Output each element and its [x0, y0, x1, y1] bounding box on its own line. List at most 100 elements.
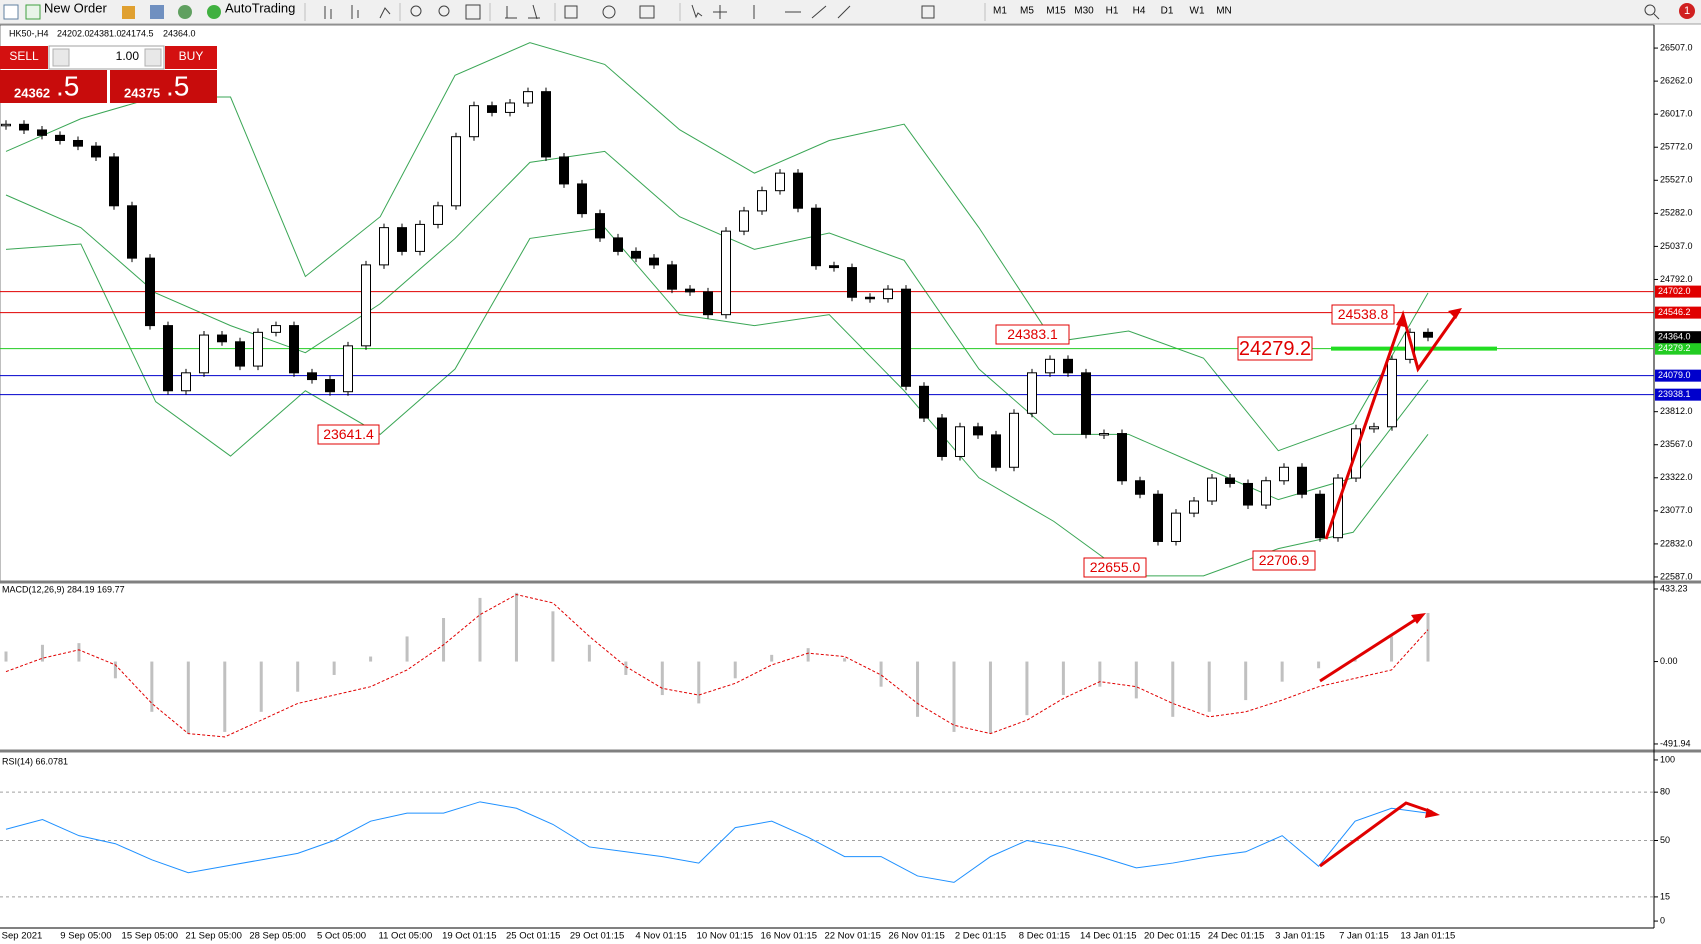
level-price-box [1655, 342, 1701, 355]
macd-bar [514, 592, 518, 662]
annotation-box [1331, 304, 1395, 325]
x-tick-label: Sep 2021 [2, 931, 43, 942]
bid-frac: .5 [56, 70, 79, 101]
macd-bar [1207, 661, 1211, 712]
macd-bar [879, 661, 883, 687]
timeframe-button[interactable]: M30 [1074, 6, 1094, 17]
timeframe-button[interactable]: M1 [993, 6, 1007, 17]
timeframe-button[interactable]: H4 [1133, 6, 1146, 17]
macd-bar [1426, 612, 1430, 662]
level-price-box [1655, 369, 1701, 382]
y-tick-label: 25772.0 [1660, 142, 1693, 152]
autotrading-button[interactable]: AutoTrading [225, 0, 295, 15]
buy-button[interactable] [165, 46, 217, 69]
candle [721, 230, 731, 316]
candle [73, 139, 83, 147]
y-tick-label: 50 [1660, 835, 1670, 845]
candle [613, 237, 623, 252]
x-tick-label: 29 Oct 01:15 [570, 931, 624, 942]
buy-price-box[interactable] [110, 70, 217, 103]
level-price-label: 23938.1 [1658, 389, 1691, 399]
notification-badge[interactable] [1679, 3, 1695, 19]
macd-bar [1317, 661, 1321, 669]
candle [1405, 331, 1415, 360]
candle [1297, 466, 1307, 495]
annotation-box [1237, 336, 1313, 361]
timeframe-button[interactable]: MN [1216, 6, 1232, 17]
macd-bar [369, 656, 373, 662]
annotation-label: 24279.2 [1239, 338, 1311, 360]
macd-bar [1171, 661, 1175, 717]
arrow-head [1448, 308, 1462, 319]
chart-symbol: HK50-,H4 [9, 28, 49, 38]
current-price-box [1655, 331, 1701, 344]
timeframe-button[interactable]: H1 [1106, 6, 1119, 17]
new-order-button[interactable]: New Order [44, 0, 108, 15]
candle [235, 341, 245, 367]
candle [1117, 433, 1127, 482]
candle [649, 257, 659, 266]
candle [397, 227, 407, 252]
icon-new-order [25, 4, 41, 20]
candle [559, 156, 569, 185]
macd-bar [587, 644, 591, 662]
x-tick-label: 13 Jan 01:15 [1400, 931, 1455, 942]
macd-bar [186, 661, 190, 734]
timeframe-button[interactable]: D1 [1161, 6, 1174, 17]
macd-bar [733, 661, 737, 679]
candle [739, 210, 749, 232]
icon [150, 5, 164, 19]
candle [181, 372, 191, 392]
candle [1387, 358, 1397, 428]
candle [1081, 372, 1091, 435]
macd-bar [332, 661, 336, 675]
x-tick-label: 15 Sep 05:00 [122, 931, 179, 942]
x-tick-label: 4 Nov 01:15 [635, 931, 686, 942]
icon [178, 5, 192, 19]
timeframe-button[interactable]: M5 [1020, 6, 1034, 17]
annotation-label: 24383.1 [1007, 326, 1058, 342]
level-price-label: 24702.0 [1658, 286, 1691, 296]
candle [469, 105, 479, 138]
macd-bar [1244, 661, 1248, 701]
candle [1243, 482, 1253, 506]
candle [757, 190, 767, 212]
macd-bar [405, 636, 409, 662]
icon [3, 4, 19, 20]
ohlc-close: 24364.0 [163, 28, 196, 38]
x-tick-label: 14 Dec 01:15 [1080, 931, 1137, 942]
candle [289, 325, 299, 374]
annotation-box [1252, 550, 1316, 571]
y-tick-label: 23567.0 [1660, 439, 1693, 449]
lot-field[interactable] [48, 45, 165, 70]
candle [1315, 493, 1325, 539]
macd-bar [551, 611, 555, 662]
candle [343, 345, 353, 393]
candle [1, 123, 11, 127]
macd-bar [1134, 661, 1138, 699]
y-tick-label: 23322.0 [1660, 472, 1693, 482]
bollinger-lower [5, 227, 1429, 577]
candle [541, 91, 551, 158]
sell-price-box[interactable] [0, 70, 107, 103]
candle [199, 334, 209, 374]
annotation-box [317, 424, 380, 445]
macd-bar [77, 643, 81, 662]
x-tick-label: 25 Oct 01:15 [506, 931, 560, 942]
sell-button[interactable] [0, 46, 48, 69]
timeframe-button[interactable]: M15 [1046, 6, 1066, 17]
arrow-head [1425, 808, 1440, 818]
notification-count: 1 [1684, 5, 1690, 17]
candle [595, 213, 605, 239]
lot-value: 1.00 [116, 49, 140, 63]
level-price-box [1655, 306, 1701, 319]
candle [271, 325, 281, 333]
candle [127, 205, 137, 259]
timeframe-button[interactable]: W1 [1190, 6, 1205, 17]
annotation-label: 22655.0 [1090, 559, 1141, 575]
candle [379, 227, 389, 266]
candle [1063, 358, 1073, 374]
y-tick-label: -491.94 [1660, 738, 1691, 748]
candle [865, 296, 875, 300]
main-chart-area [0, 24, 1655, 582]
